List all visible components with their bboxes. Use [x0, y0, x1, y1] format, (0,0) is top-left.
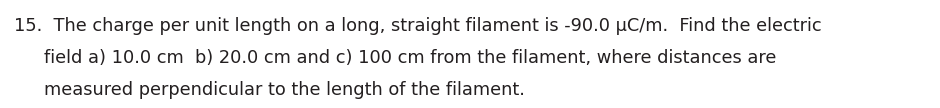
Text: field a) 10.0 cm  b) 20.0 cm and c) 100 cm from the filament, where distances ar: field a) 10.0 cm b) 20.0 cm and c) 100 c… — [44, 49, 776, 67]
Text: measured perpendicular to the length of the filament.: measured perpendicular to the length of … — [44, 81, 525, 99]
Text: 15.  The charge per unit length on a long, straight filament is -90.0 μC/m.  Fin: 15. The charge per unit length on a long… — [14, 17, 822, 35]
